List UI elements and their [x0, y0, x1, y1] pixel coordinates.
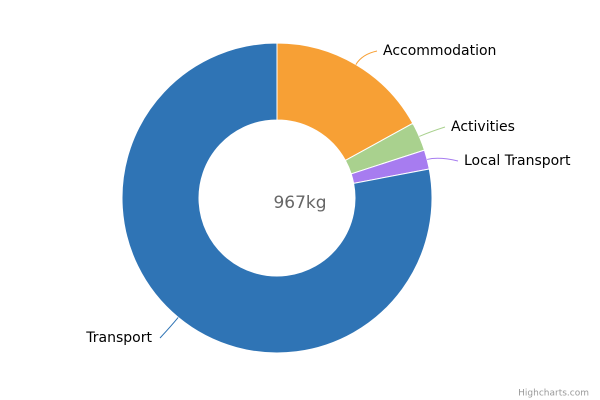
center-label: 967kg [273, 193, 326, 213]
slice-label: Accommodation [383, 43, 496, 59]
slice-label: Local Transport [464, 153, 571, 169]
slice-label: Transport [85, 330, 152, 346]
connector [419, 126, 446, 137]
slice [121, 42, 433, 354]
connector [355, 50, 378, 65]
credits[interactable]: Highcharts.com [518, 389, 589, 399]
connector [159, 317, 179, 339]
slice-label: Activities [451, 119, 515, 135]
connector [427, 157, 459, 162]
